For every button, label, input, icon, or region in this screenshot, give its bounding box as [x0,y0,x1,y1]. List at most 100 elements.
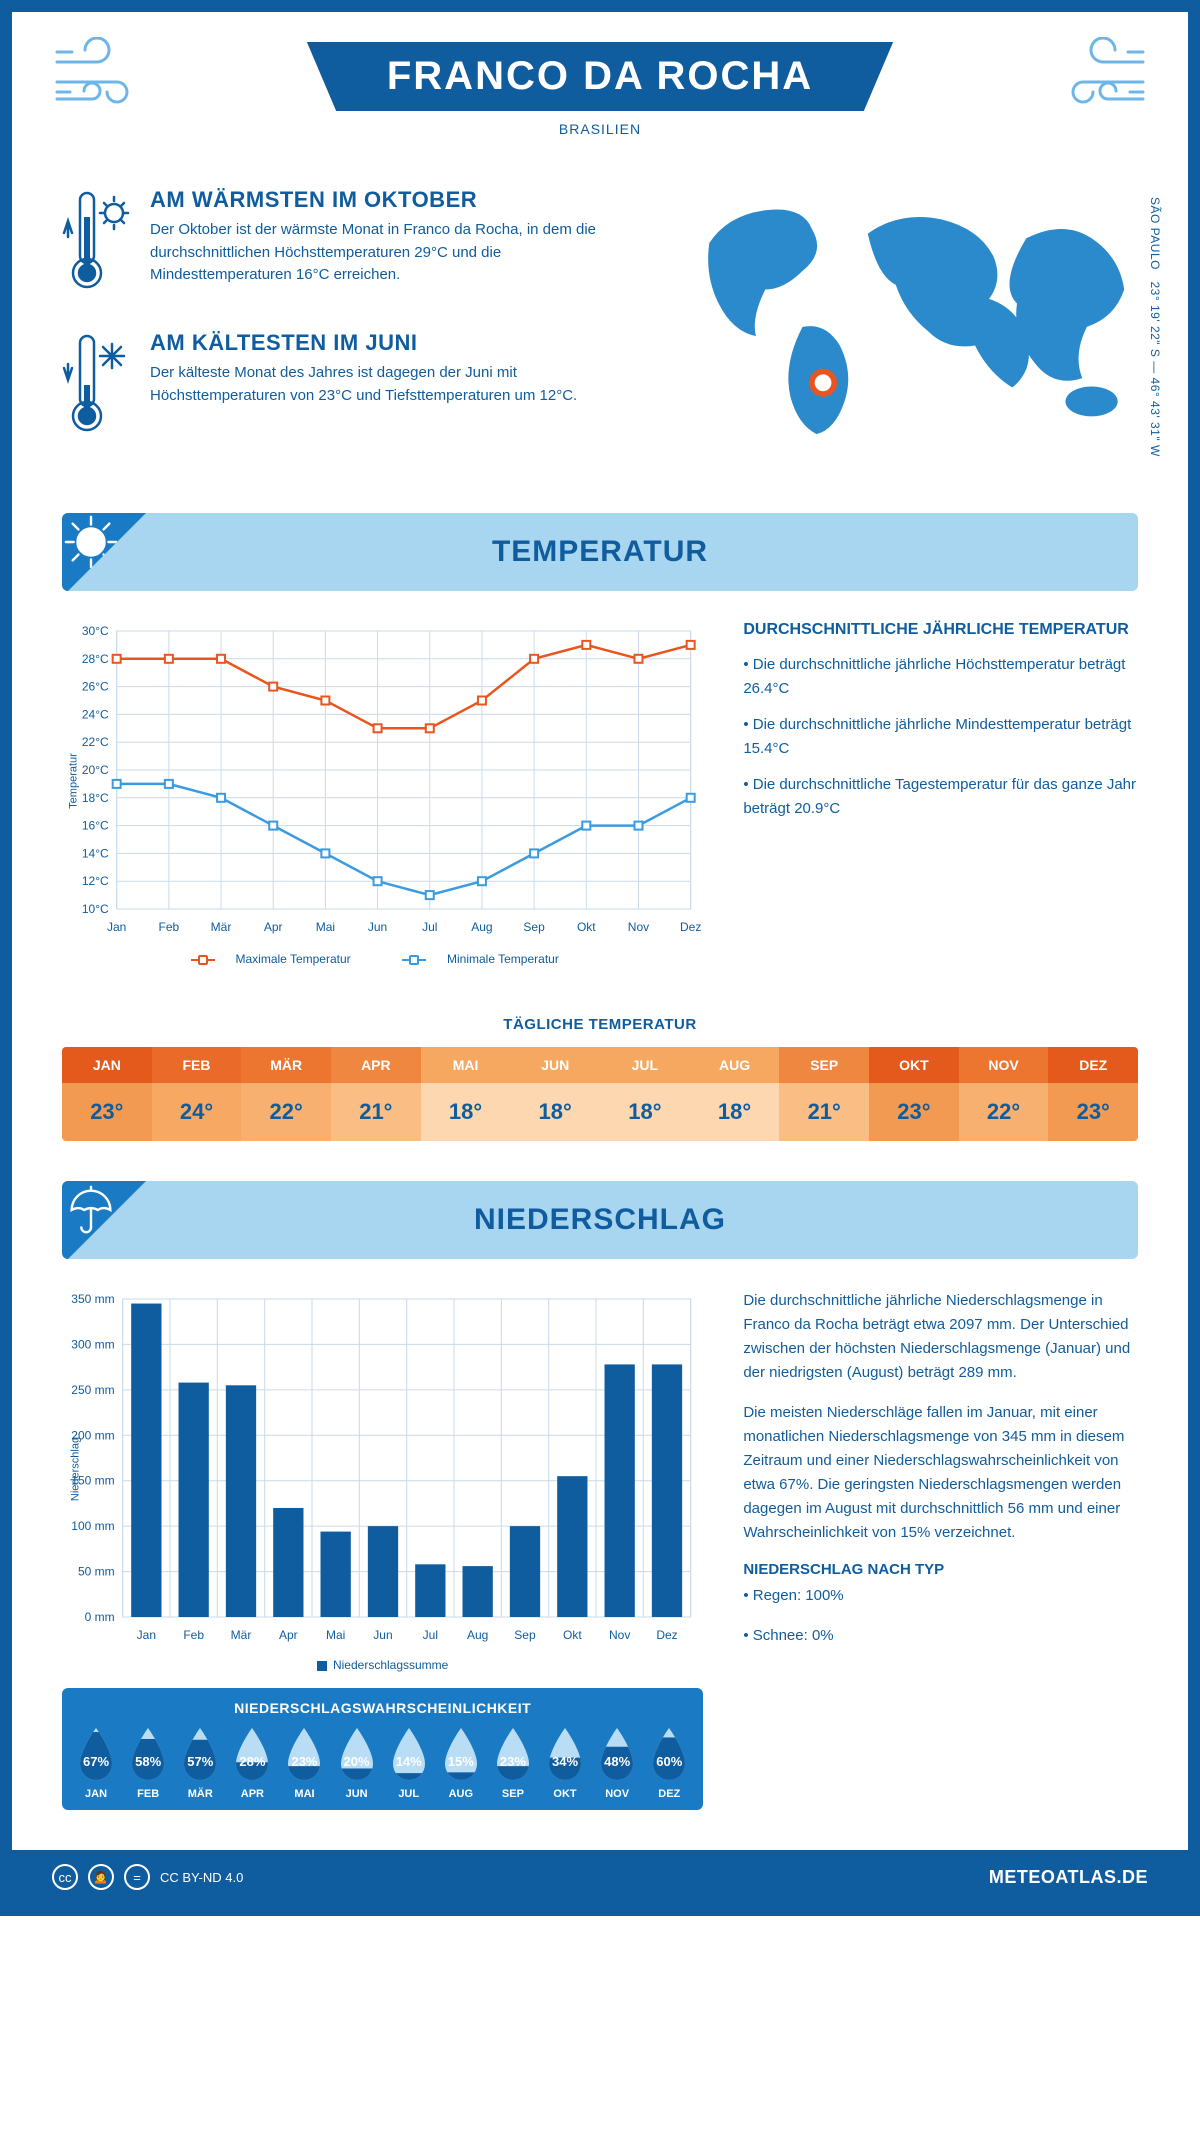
svg-text:Jan: Jan [107,920,126,934]
daily-temp-title: TÄGLICHE TEMPERATUR [12,1016,1188,1033]
fact-warmest: AM WÄRMSTEN IM OKTOBER Der Oktober ist d… [62,187,632,302]
svg-text:100 mm: 100 mm [71,1519,114,1533]
coords-region: SÃO PAULO [1148,197,1162,270]
temp-desc-title: DURCHSCHNITTLICHE JÄHRLICHE TEMPERATUR [743,621,1138,639]
svg-text:Sep: Sep [514,1628,536,1642]
temperature-line-chart: 10°C12°C14°C16°C18°C20°C22°C24°C26°C28°C… [62,621,703,966]
svg-text:Jun: Jun [373,1628,392,1642]
svg-text:Apr: Apr [264,920,283,934]
legend-min: Minimale Temperatur [447,952,559,966]
prob-item: 57%MÄR [176,1726,224,1800]
prob-item: 67%JAN [72,1726,120,1800]
daily-col: JUN18° [510,1047,600,1141]
svg-text:28°C: 28°C [82,652,109,666]
svg-text:24°C: 24°C [82,707,109,721]
svg-text:300 mm: 300 mm [71,1337,114,1351]
svg-text:Okt: Okt [577,920,596,934]
daily-col: MÄR22° [241,1047,331,1141]
svg-text:20°C: 20°C [82,763,109,777]
coords-latlon: 23° 19' 22" S — 46° 43' 31" W [1148,281,1162,456]
temperature-section: 10°C12°C14°C16°C18°C20°C22°C24°C26°C28°C… [12,591,1188,986]
precip-p1: Die durchschnittliche jährliche Niedersc… [743,1289,1138,1385]
precipitation-probability: NIEDERSCHLAGSWAHRSCHEINLICHKEIT 67%JAN 5… [62,1688,703,1810]
cc-icon: cc [52,1864,78,1890]
precip-legend-label: Niederschlagssumme [333,1658,448,1672]
svg-text:Nov: Nov [628,920,649,934]
precip-legend: Niederschlagssumme [62,1658,703,1672]
fact-warm-title: AM WÄRMSTEN IM OKTOBER [150,187,632,213]
prob-item: 60%DEZ [645,1726,693,1800]
precip-p2: Die meisten Niederschläge fallen im Janu… [743,1401,1138,1545]
svg-text:18°C: 18°C [82,791,109,805]
temperature-heading: TEMPERATUR [62,535,1138,569]
svg-text:Sep: Sep [523,920,545,934]
svg-text:Temperatur: Temperatur [68,753,80,809]
fact-cold-text: Der kälteste Monat des Jahres ist dagege… [150,362,632,407]
svg-text:12°C: 12°C [82,874,109,888]
daily-col: AUG18° [690,1047,780,1141]
footer-site: METEOATLAS.DE [989,1867,1148,1888]
daily-col: JUL18° [600,1047,690,1141]
header: FRANCO DA ROCHA BRASILIEN [12,12,1188,157]
coordinates: SÃO PAULO 23° 19' 22" S — 46° 43' 31" W [1148,197,1162,457]
svg-text:Mai: Mai [326,1628,345,1642]
svg-text:Niederschlag: Niederschlag [70,1437,82,1501]
page-title: FRANCO DA ROCHA [387,54,813,99]
precipitation-description: Die durchschnittliche jährliche Niedersc… [743,1289,1138,1810]
svg-text:22°C: 22°C [82,735,109,749]
precip-type2: • Schnee: 0% [743,1624,1138,1648]
svg-text:10°C: 10°C [82,902,109,916]
daily-col: SEP21° [779,1047,869,1141]
fact-coldest: AM KÄLTESTEN IM JUNI Der kälteste Monat … [62,330,632,445]
svg-text:Mär: Mär [231,1628,252,1642]
daily-col: OKT23° [869,1047,959,1141]
prob-item: 20%JUN [333,1726,381,1800]
prob-item: 14%JUL [385,1726,433,1800]
svg-text:Mai: Mai [316,920,335,934]
license-text: CC BY-ND 4.0 [160,1870,243,1885]
svg-text:Dez: Dez [656,1628,677,1642]
fact-warm-text: Der Oktober ist der wärmste Monat in Fra… [150,219,632,287]
section-bar-temperature: TEMPERATUR [62,513,1138,591]
svg-text:14°C: 14°C [82,846,109,860]
world-map-icon [672,187,1138,453]
subtitle: BRASILIEN [12,121,1188,137]
svg-text:0 mm: 0 mm [85,1610,115,1624]
daily-col: MAI18° [421,1047,511,1141]
prob-item: 15%AUG [437,1726,485,1800]
wind-icon-right [1028,37,1148,122]
svg-text:Dez: Dez [680,920,701,934]
thermometer-cold-icon [62,330,132,445]
svg-text:250 mm: 250 mm [71,1383,114,1397]
svg-text:26°C: 26°C [82,680,109,694]
svg-text:Feb: Feb [183,1628,204,1642]
prob-item: 48%NOV [593,1726,641,1800]
svg-text:Mär: Mär [211,920,232,934]
intro-facts: AM WÄRMSTEN IM OKTOBER Der Oktober ist d… [62,187,632,473]
precipitation-heading: NIEDERSCHLAG [62,1203,1138,1237]
precip-type1: • Regen: 100% [743,1584,1138,1608]
section-bar-precipitation: NIEDERSCHLAG [62,1181,1138,1259]
svg-text:50 mm: 50 mm [78,1565,115,1579]
svg-text:Jul: Jul [422,920,437,934]
svg-text:350 mm: 350 mm [71,1292,114,1306]
footer-license: cc 🙍 = CC BY-ND 4.0 [52,1864,243,1890]
temp-desc-b1: • Die durchschnittliche jährliche Höchst… [743,653,1138,701]
svg-text:30°C: 30°C [82,624,109,638]
fact-cold-title: AM KÄLTESTEN IM JUNI [150,330,632,356]
by-icon: 🙍 [88,1864,114,1890]
thermometer-hot-icon [62,187,132,302]
temp-desc-b2: • Die durchschnittliche jährliche Mindes… [743,713,1138,761]
prob-item: 58%FEB [124,1726,172,1800]
svg-text:Jul: Jul [423,1628,438,1642]
infographic-frame: FRANCO DA ROCHA BRASILIEN [0,0,1200,1916]
nd-icon: = [124,1864,150,1890]
svg-text:Apr: Apr [279,1628,298,1642]
svg-text:Okt: Okt [563,1628,582,1642]
svg-text:Jun: Jun [368,920,387,934]
daily-col: APR21° [331,1047,421,1141]
daily-col: NOV22° [959,1047,1049,1141]
prob-item: 23%MAI [280,1726,328,1800]
svg-text:Feb: Feb [159,920,180,934]
temp-chart-legend: Maximale Temperatur Minimale Temperatur [62,952,703,966]
